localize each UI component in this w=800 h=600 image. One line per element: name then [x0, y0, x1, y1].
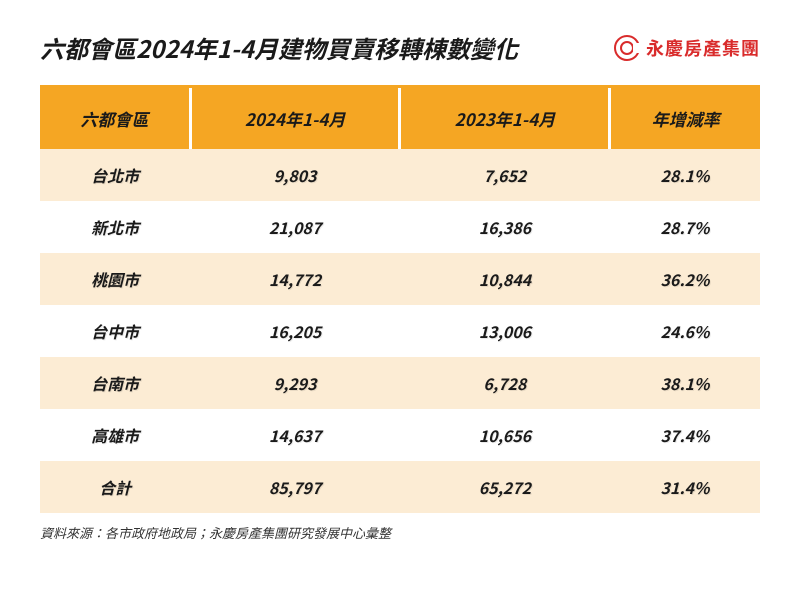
col-region: 六都會區: [40, 88, 190, 149]
cell-region: 台南市: [40, 357, 190, 409]
cell-change: 37.4%: [610, 409, 760, 461]
cell-change: 28.7%: [610, 201, 760, 253]
cell-2024: 14,637: [190, 409, 400, 461]
cell-2024: 85,797: [190, 461, 400, 513]
col-2023: 2023年1-4月: [400, 88, 610, 149]
cell-2023: 10,656: [400, 409, 610, 461]
table-row: 新北市 21,087 16,386 28.7%: [40, 201, 760, 253]
cell-region: 合計: [40, 461, 190, 513]
cell-2024: 9,803: [190, 149, 400, 201]
table-row: 台中市 16,205 13,006 24.6%: [40, 305, 760, 357]
table-row: 桃園市 14,772 10,844 36.2%: [40, 253, 760, 305]
cell-2023: 65,272: [400, 461, 610, 513]
cell-2024: 14,772: [190, 253, 400, 305]
cell-2023: 13,006: [400, 305, 610, 357]
col-change: 年增減率: [610, 88, 760, 149]
cell-region: 台中市: [40, 305, 190, 357]
cell-region: 台北市: [40, 149, 190, 201]
cell-2023: 16,386: [400, 201, 610, 253]
cell-change: 38.1%: [610, 357, 760, 409]
table-row: 台南市 9,293 6,728 38.1%: [40, 357, 760, 409]
table-row: 高雄市 14,637 10,656 37.4%: [40, 409, 760, 461]
cell-change: 24.6%: [610, 305, 760, 357]
cell-region: 高雄市: [40, 409, 190, 461]
cell-2024: 16,205: [190, 305, 400, 357]
col-2024: 2024年1-4月: [190, 88, 400, 149]
cell-2024: 9,293: [190, 357, 400, 409]
table-row: 台北市 9,803 7,652 28.1%: [40, 149, 760, 201]
table-row-total: 合計 85,797 65,272 31.4%: [40, 461, 760, 513]
brand-icon: [614, 35, 640, 61]
data-table-wrap: 六都會區 2024年1-4月 2023年1-4月 年增減率 台北市 9,803 …: [40, 85, 760, 513]
cell-2023: 6,728: [400, 357, 610, 409]
cell-change: 31.4%: [610, 461, 760, 513]
page-title: 六都會區2024年1-4月建物買賣移轉棟數變化: [40, 30, 518, 65]
cell-2024: 21,087: [190, 201, 400, 253]
cell-change: 36.2%: [610, 253, 760, 305]
data-table: 六都會區 2024年1-4月 2023年1-4月 年增減率 台北市 9,803 …: [40, 88, 760, 513]
brand-name: 永慶房產集團: [646, 35, 760, 61]
cell-region: 桃園市: [40, 253, 190, 305]
table-header-row: 六都會區 2024年1-4月 2023年1-4月 年增減率: [40, 88, 760, 149]
cell-change: 28.1%: [610, 149, 760, 201]
brand-logo: 永慶房產集團: [614, 35, 760, 61]
cell-2023: 7,652: [400, 149, 610, 201]
header: 六都會區2024年1-4月建物買賣移轉棟數變化 永慶房產集團: [40, 30, 760, 65]
source-note: 資料來源：各市政府地政局；永慶房產集團研究發展中心彙整: [40, 523, 760, 542]
cell-region: 新北市: [40, 201, 190, 253]
cell-2023: 10,844: [400, 253, 610, 305]
